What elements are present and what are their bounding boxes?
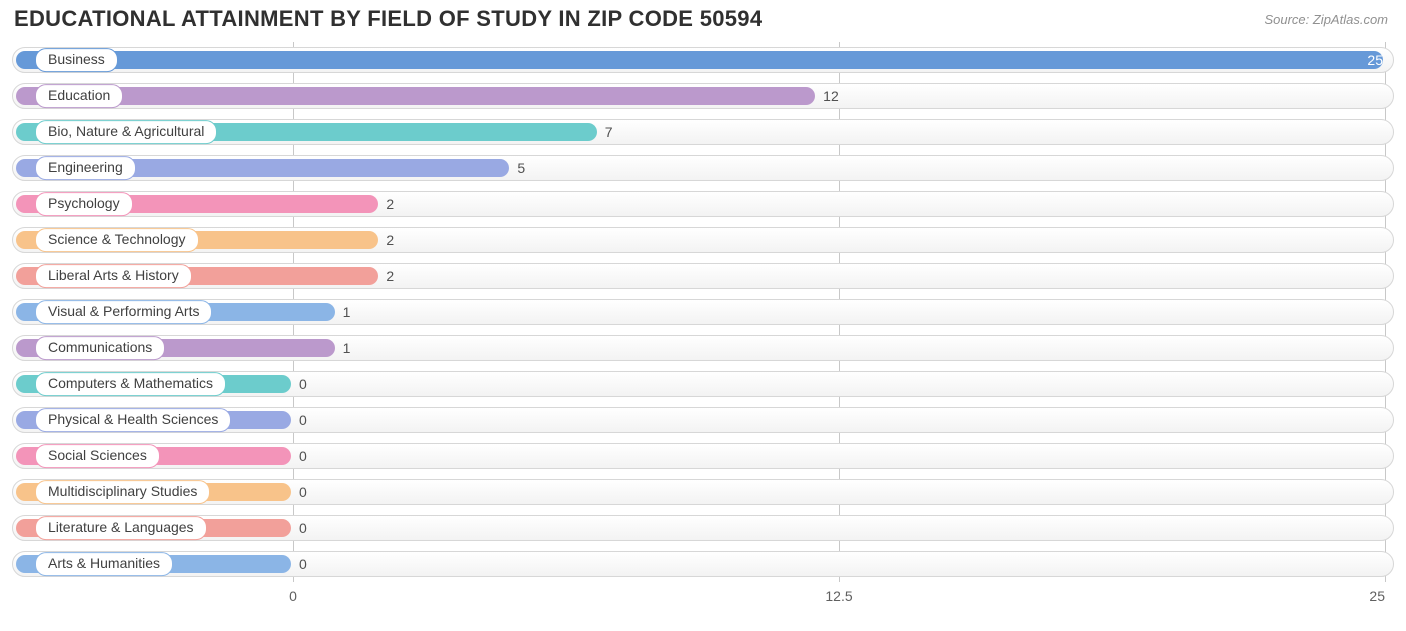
bar-track: Education 12 [12, 83, 1394, 109]
bar-fill [16, 87, 815, 105]
category-label: Engineering [35, 156, 136, 180]
category-label: Communications [35, 336, 165, 360]
x-axis: 0 12.5 25 [12, 586, 1394, 612]
category-label: Literature & Languages [35, 516, 207, 540]
value-label: 12 [823, 88, 839, 104]
value-label: 5 [517, 160, 525, 176]
bar-row: Psychology 2 [12, 186, 1394, 222]
category-label: Business [35, 48, 118, 72]
bar-track: Science & Technology 2 [12, 227, 1394, 253]
bar-track: Multidisciplinary Studies 0 [12, 479, 1394, 505]
bar-track: Social Sciences 0 [12, 443, 1394, 469]
source-attribution: Source: ZipAtlas.com [1264, 6, 1388, 27]
bar-track-inner [13, 336, 1393, 360]
value-label: 1 [343, 340, 351, 356]
bar-row: Multidisciplinary Studies 0 [12, 474, 1394, 510]
bar-row: Education 12 [12, 78, 1394, 114]
bar-row: Bio, Nature & Agricultural 7 [12, 114, 1394, 150]
bar-track-inner [13, 516, 1393, 540]
category-label: Arts & Humanities [35, 552, 173, 576]
bar-track-inner [13, 120, 1393, 144]
category-label: Education [35, 84, 123, 108]
bar-track-inner [13, 192, 1393, 216]
bar-track-inner [13, 480, 1393, 504]
bar-row: Visual & Performing Arts 1 [12, 294, 1394, 330]
chart-area: Business25Education12Bio, Nature & Agric… [0, 34, 1406, 612]
value-label: 25 [1367, 52, 1383, 68]
value-label: 2 [386, 232, 394, 248]
chart-title: EDUCATIONAL ATTAINMENT BY FIELD OF STUDY… [14, 6, 762, 32]
value-label: 2 [386, 196, 394, 212]
bar-track-inner [13, 300, 1393, 324]
value-label: 2 [386, 268, 394, 284]
bar-track: Liberal Arts & History 2 [12, 263, 1394, 289]
bar-track-inner [13, 156, 1393, 180]
bar-track-inner [13, 228, 1393, 252]
bar-track: Physical & Health Sciences 0 [12, 407, 1394, 433]
category-label: Physical & Health Sciences [35, 408, 231, 432]
value-label: 1 [343, 304, 351, 320]
axis-tick-label: 0 [289, 588, 297, 604]
axis-tick-label: 12.5 [825, 588, 852, 604]
bars-container: Business25Education12Bio, Nature & Agric… [12, 42, 1394, 582]
category-label: Social Sciences [35, 444, 160, 468]
bar-row: Business 25 [12, 42, 1394, 78]
bar-track: Visual & Performing Arts 1 [12, 299, 1394, 325]
category-label: Liberal Arts & History [35, 264, 192, 288]
bar-row: Communications 1 [12, 330, 1394, 366]
category-label: Bio, Nature & Agricultural [35, 120, 217, 144]
axis-tick-label: 25 [1369, 588, 1385, 604]
bar-row: Science & Technology 2 [12, 222, 1394, 258]
value-label: 0 [299, 556, 307, 572]
bar-track: Computers & Mathematics 0 [12, 371, 1394, 397]
bar-track: Business 25 [12, 47, 1394, 73]
bar-row: Liberal Arts & History 2 [12, 258, 1394, 294]
value-label: 7 [605, 124, 613, 140]
value-label: 0 [299, 412, 307, 428]
category-label: Visual & Performing Arts [35, 300, 212, 324]
bar-track: Engineering 5 [12, 155, 1394, 181]
bar-track: Psychology 2 [12, 191, 1394, 217]
bar-fill [16, 51, 1383, 69]
bar-track-inner [13, 444, 1393, 468]
bar-row: Physical & Health Sciences 0 [12, 402, 1394, 438]
header: EDUCATIONAL ATTAINMENT BY FIELD OF STUDY… [0, 0, 1406, 34]
bar-row: Computers & Mathematics 0 [12, 366, 1394, 402]
bar-track-inner [13, 84, 1393, 108]
bar-row: Arts & Humanities 0 [12, 546, 1394, 582]
bar-row: Engineering 5 [12, 150, 1394, 186]
bar-track: Bio, Nature & Agricultural 7 [12, 119, 1394, 145]
bar-track: Communications 1 [12, 335, 1394, 361]
value-label: 0 [299, 520, 307, 536]
category-label: Computers & Mathematics [35, 372, 226, 396]
bar-track: Arts & Humanities 0 [12, 551, 1394, 577]
bar-track-inner [13, 48, 1393, 72]
bar-row: Literature & Languages 0 [12, 510, 1394, 546]
bar-track: Literature & Languages 0 [12, 515, 1394, 541]
category-label: Science & Technology [35, 228, 199, 252]
bar-track-inner [13, 264, 1393, 288]
category-label: Multidisciplinary Studies [35, 480, 210, 504]
bar-row: Social Sciences 0 [12, 438, 1394, 474]
value-label: 0 [299, 484, 307, 500]
value-label: 0 [299, 376, 307, 392]
category-label: Psychology [35, 192, 133, 216]
bar-track-inner [13, 552, 1393, 576]
value-label: 0 [299, 448, 307, 464]
